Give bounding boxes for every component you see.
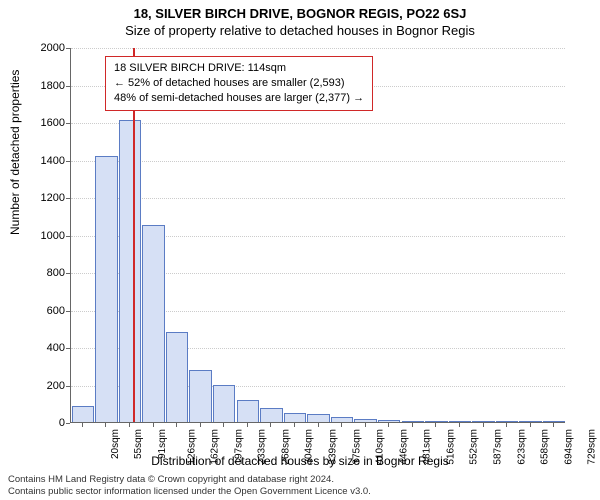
x-tick (176, 423, 177, 427)
y-tick (66, 236, 70, 237)
gridline (71, 123, 565, 124)
y-tick-label: 400 (25, 342, 65, 354)
y-tick (66, 198, 70, 199)
y-tick-label: 1600 (25, 117, 65, 129)
x-tick (459, 423, 460, 427)
info-box-line: 48% of semi-detached houses are larger (… (114, 91, 364, 106)
x-tick (153, 423, 154, 427)
histogram-bar (72, 406, 94, 422)
y-tick (66, 123, 70, 124)
chart-supertitle: 18, SILVER BIRCH DRIVE, BOGNOR REGIS, PO… (0, 0, 600, 21)
histogram-bar (95, 156, 117, 422)
y-tick-label: 1000 (25, 230, 65, 242)
x-tick (341, 423, 342, 427)
histogram-bar (402, 421, 424, 423)
chart-title: Size of property relative to detached ho… (0, 21, 600, 38)
histogram-bar (519, 421, 541, 422)
y-tick-label: 1400 (25, 155, 65, 167)
x-tick (105, 423, 106, 427)
x-tick (553, 423, 554, 427)
gridline (71, 48, 565, 49)
x-tick (388, 423, 389, 427)
y-tick (66, 48, 70, 49)
histogram-bar (142, 225, 164, 422)
histogram-bar (472, 421, 494, 422)
y-tick-label: 200 (25, 380, 65, 392)
x-tick (530, 423, 531, 427)
histogram-bar (119, 120, 141, 422)
histogram-bar (284, 413, 306, 422)
histogram-bar (213, 385, 235, 423)
histogram-bar (166, 332, 188, 422)
x-tick (365, 423, 366, 427)
footer-line-1: Contains HM Land Registry data © Crown c… (8, 474, 371, 486)
x-tick (506, 423, 507, 427)
x-tick (270, 423, 271, 427)
info-box: 18 SILVER BIRCH DRIVE: 114sqm← 52% of de… (105, 56, 373, 111)
y-tick-label: 2000 (25, 42, 65, 54)
histogram-bar (331, 417, 353, 422)
histogram-bar (496, 421, 518, 422)
histogram-bar (425, 421, 447, 422)
footer-attribution: Contains HM Land Registry data © Crown c… (8, 474, 371, 498)
x-tick (200, 423, 201, 427)
y-axis-label: Number of detached properties (8, 70, 22, 235)
gridline (71, 198, 565, 199)
histogram-bar (378, 420, 400, 422)
y-tick (66, 161, 70, 162)
histogram-bar (307, 414, 329, 422)
x-tick (412, 423, 413, 427)
y-tick (66, 273, 70, 274)
footer-line-2: Contains public sector information licen… (8, 486, 371, 498)
y-tick (66, 311, 70, 312)
x-tick (247, 423, 248, 427)
y-tick-label: 800 (25, 267, 65, 279)
histogram-bar (543, 421, 565, 422)
x-tick (223, 423, 224, 427)
y-tick (66, 423, 70, 424)
x-axis-label: Distribution of detached houses by size … (0, 454, 600, 468)
y-tick-label: 1200 (25, 192, 65, 204)
info-box-line: ← 52% of detached houses are smaller (2,… (114, 76, 364, 91)
y-tick-label: 1800 (25, 80, 65, 92)
histogram-bar (189, 370, 211, 423)
histogram-bar (237, 400, 259, 423)
y-tick (66, 386, 70, 387)
gridline (71, 161, 565, 162)
x-tick (294, 423, 295, 427)
x-tick (318, 423, 319, 427)
histogram-bar (449, 421, 471, 422)
y-tick-label: 0 (25, 417, 65, 429)
y-tick (66, 86, 70, 87)
y-tick-label: 600 (25, 305, 65, 317)
y-tick (66, 348, 70, 349)
info-box-line: 18 SILVER BIRCH DRIVE: 114sqm (114, 61, 364, 76)
x-tick (483, 423, 484, 427)
x-tick (435, 423, 436, 427)
histogram-bar (354, 419, 376, 422)
x-tick (82, 423, 83, 427)
x-tick (129, 423, 130, 427)
histogram-bar (260, 408, 282, 422)
